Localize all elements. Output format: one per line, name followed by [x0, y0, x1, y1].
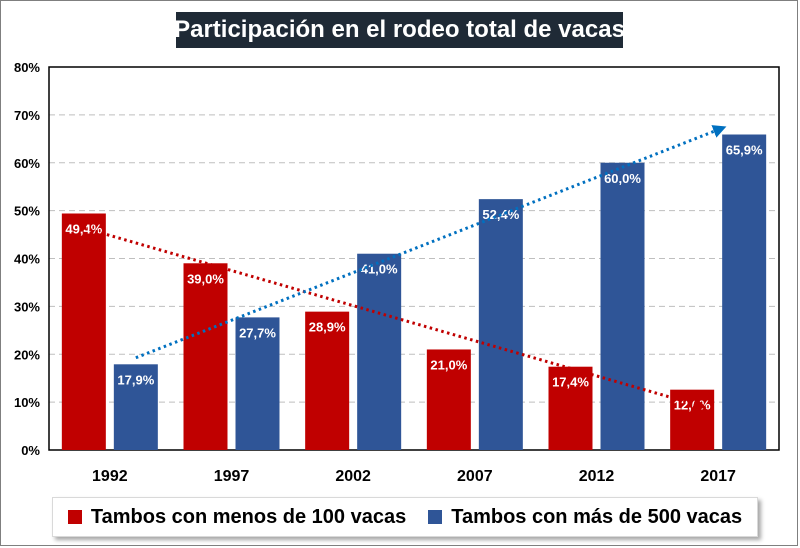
data-label: 41,0% — [361, 262, 398, 277]
trendline — [135, 125, 727, 360]
data-label: 39,0% — [187, 271, 224, 286]
y-tick-label: 80% — [14, 60, 40, 75]
legend-swatch-blue — [428, 510, 443, 524]
legend-swatch-red — [67, 510, 82, 524]
bar — [548, 366, 593, 450]
y-tick-label: 60% — [14, 156, 40, 171]
x-tick-label: 2017 — [700, 468, 736, 485]
y-tick-label: 20% — [14, 347, 40, 362]
bar — [183, 263, 228, 450]
data-label: 17,9% — [117, 372, 154, 387]
trendline — [83, 226, 707, 411]
y-tick-label: 30% — [14, 299, 40, 314]
bar — [357, 253, 402, 450]
y-tick-label: 50% — [14, 204, 40, 219]
plot-area-border — [48, 66, 780, 451]
bar — [426, 349, 471, 450]
x-tick-label: 2012 — [579, 468, 615, 485]
data-label: 65,9% — [726, 143, 763, 158]
legend: Tambos con menos de 100 vacas Tambos con… — [52, 497, 758, 537]
y-tick-label: 70% — [14, 108, 40, 123]
y-tick-label: 40% — [14, 252, 40, 267]
legend-label-under-100: Tambos con menos de 100 vacas — [90, 505, 407, 528]
x-tick-label: 2007 — [457, 468, 493, 485]
x-tick-label: 2002 — [335, 468, 371, 485]
bar — [113, 364, 158, 450]
y-tick-label: 10% — [14, 395, 40, 410]
legend-label-over-500: Tambos con más de 500 vacas — [451, 505, 743, 528]
data-label: 17,4% — [552, 375, 589, 390]
x-tick-label: 1997 — [214, 468, 250, 485]
y-tick-label: 0% — [21, 443, 40, 458]
bar — [478, 199, 523, 450]
legend-item-over-500: Tambos con más de 500 vacas — [428, 506, 742, 529]
legend-item-under-100: Tambos con menos de 100 vacas — [67, 505, 407, 529]
bar — [722, 134, 767, 450]
data-label: 21,0% — [430, 357, 467, 372]
data-label: 28,9% — [309, 320, 346, 335]
bar — [600, 162, 645, 450]
x-tick-label: 1992 — [92, 468, 128, 485]
bar — [61, 213, 106, 450]
chart-title: Participación en el rodeo total de vacas — [174, 12, 625, 48]
data-label: 27,7% — [239, 325, 276, 340]
bar — [235, 317, 280, 450]
data-label: 60,0% — [604, 171, 641, 186]
bar — [305, 311, 350, 450]
